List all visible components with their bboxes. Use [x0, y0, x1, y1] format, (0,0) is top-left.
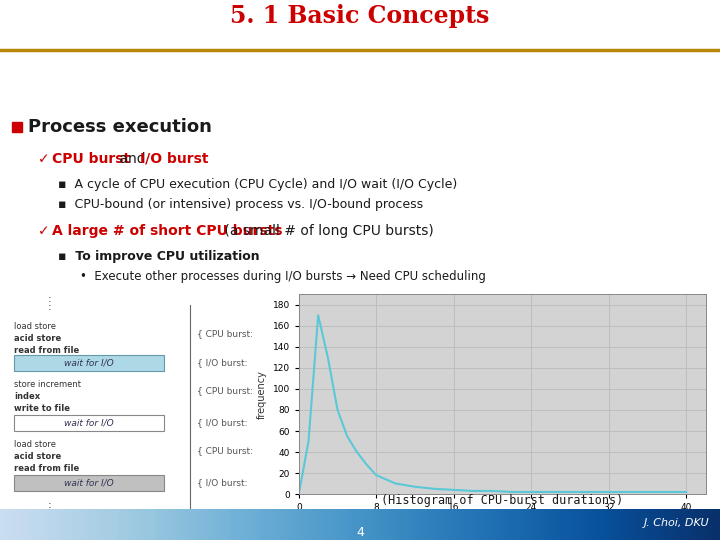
- Y-axis label: frequency: frequency: [257, 370, 267, 418]
- Text: store increment: store increment: [14, 380, 81, 389]
- Text: wait for I/O: wait for I/O: [64, 478, 114, 488]
- Text: ▪  CPU-bound (or intensive) process vs. I/O-bound process: ▪ CPU-bound (or intensive) process vs. I…: [58, 198, 423, 211]
- Text: 4: 4: [356, 525, 364, 539]
- Text: (a small # of long CPU bursts): (a small # of long CPU bursts): [220, 224, 433, 238]
- Text: :: :: [48, 294, 52, 304]
- Text: •  Execute other processes during I/O bursts → Need CPU scheduling: • Execute other processes during I/O bur…: [80, 271, 486, 284]
- Text: Process execution: Process execution: [28, 118, 212, 136]
- Text: read from file: read from file: [14, 464, 79, 474]
- Text: ✓: ✓: [38, 224, 50, 238]
- Text: A large # of short CPU bursts: A large # of short CPU bursts: [52, 224, 282, 238]
- Text: index: index: [14, 393, 40, 401]
- Text: ▪  To improve CPU utilization: ▪ To improve CPU utilization: [58, 251, 260, 264]
- Text: (Histogram of CPU-burst durations): (Histogram of CPU-burst durations): [381, 494, 624, 508]
- Text: read from file: read from file: [14, 346, 79, 355]
- Text: wait for I/O: wait for I/O: [64, 418, 114, 428]
- Text: J. Choi, DKU: J. Choi, DKU: [644, 518, 709, 528]
- Text: 5. 1 Basic Concepts: 5. 1 Basic Concepts: [230, 4, 490, 28]
- Text: { I/O burst:: { I/O burst:: [197, 359, 248, 367]
- Bar: [14, 475, 164, 491]
- Text: :: :: [48, 500, 52, 510]
- Text: { CPU burst:: { CPU burst:: [197, 447, 253, 455]
- Text: CPU burst: CPU burst: [52, 152, 130, 166]
- Text: load store: load store: [14, 322, 56, 332]
- Text: ✓: ✓: [38, 152, 50, 166]
- Text: { CPU burst:: { CPU burst:: [197, 329, 253, 339]
- Text: load store: load store: [14, 441, 56, 449]
- Bar: [12, 122, 22, 132]
- Text: write to file: write to file: [14, 404, 70, 414]
- Text: ▪  A cycle of CPU execution (CPU Cycle) and I/O wait (I/O Cycle): ▪ A cycle of CPU execution (CPU Cycle) a…: [58, 178, 457, 191]
- Bar: [14, 355, 164, 371]
- Text: :: :: [48, 508, 52, 518]
- Text: acid store: acid store: [14, 453, 61, 462]
- Text: I/O burst: I/O burst: [140, 152, 209, 166]
- Text: { I/O burst:: { I/O burst:: [197, 418, 248, 428]
- Text: wait for I/O: wait for I/O: [64, 359, 114, 367]
- Text: and: and: [115, 152, 150, 166]
- Text: acid store: acid store: [14, 334, 61, 343]
- X-axis label: burst duration (milliseconds): burst duration (milliseconds): [432, 518, 572, 528]
- Text: { I/O burst:: { I/O burst:: [197, 478, 248, 488]
- Bar: [14, 415, 164, 431]
- Text: (Alternating sequence of bursts): (Alternating sequence of bursts): [0, 523, 214, 536]
- Text: :: :: [48, 302, 52, 312]
- Text: { CPU burst:: { CPU burst:: [197, 387, 253, 395]
